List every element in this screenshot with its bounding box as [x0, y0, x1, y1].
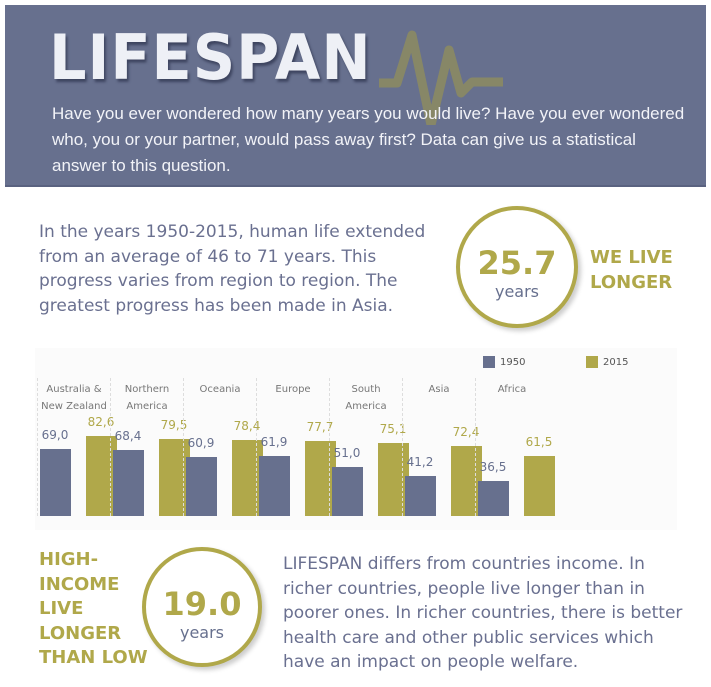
- category-label-line: South: [351, 384, 381, 395]
- bar-1950: [332, 466, 363, 516]
- bar-2015: [86, 435, 117, 516]
- we-live-longer-badge: WE LIVE LONGER: [590, 246, 673, 295]
- badge-line: LONGER: [590, 271, 673, 293]
- category-label: Asia: [403, 381, 475, 398]
- bar-2015: [305, 440, 336, 516]
- bar-2015: [378, 443, 409, 516]
- badge-line: INCOME: [39, 573, 120, 595]
- category-label-line: Australia &: [46, 384, 102, 395]
- chart-group: Asia 41,2 72,4: [402, 378, 482, 516]
- category-label-line: America: [126, 401, 168, 412]
- category-label: Australia & New Zealand: [38, 381, 110, 415]
- category-label-line: Oceania: [199, 384, 241, 395]
- stat-circle-longer: 25.7 years: [456, 206, 578, 328]
- category-label-line: Europe: [275, 384, 311, 395]
- bar-1950: [186, 456, 217, 516]
- legend-label: 1950: [500, 356, 526, 368]
- data-label: 61,9: [260, 434, 288, 449]
- badge-line: LONGER: [39, 622, 122, 644]
- page-title: LIFESPAN: [49, 21, 372, 94]
- badge-line: HIGH-: [39, 549, 99, 570]
- stat-unit: years: [494, 282, 540, 301]
- category-label: Europe: [257, 381, 329, 398]
- legend-swatch: [483, 356, 495, 368]
- category-label: Northern America: [111, 381, 183, 415]
- bar-1950: [405, 476, 436, 516]
- data-label: 77,7: [306, 419, 334, 434]
- chart-group: Africa 36,5 61,5: [475, 378, 555, 516]
- category-label: Oceania: [184, 381, 256, 398]
- bar-2015: [159, 438, 190, 516]
- bar-1950: [113, 449, 144, 516]
- bar-1950: [478, 480, 509, 516]
- data-label: 82,6: [87, 414, 115, 429]
- bar-2015: [451, 445, 482, 516]
- intro-text: Have you ever wondered how many years yo…: [52, 104, 685, 175]
- category-label-line: Africa: [497, 384, 527, 395]
- stat-unit: years: [179, 623, 225, 642]
- data-label: 61,5: [525, 435, 553, 450]
- data-label: 79,5: [160, 417, 188, 432]
- data-label: 78,4: [233, 418, 261, 433]
- legend-swatch: [586, 356, 598, 368]
- chart-group: Northern America 68,4 79,5: [110, 378, 190, 516]
- data-label: 69,0: [41, 428, 69, 443]
- chart-group: Europe 61,9 77,7: [256, 378, 336, 516]
- region-bar-chart: 1950 2015 Australia & New Zealand 69,0 82,6…: [35, 348, 677, 530]
- category-label-line: Northern: [124, 384, 170, 395]
- bar-2015: [524, 456, 555, 516]
- category-label-line: New Zealand: [41, 401, 107, 412]
- category-label-line: Asia: [428, 384, 450, 395]
- chart-group: Oceania 60,9 78,4: [183, 378, 263, 516]
- income-text: LIFESPAN differs from countries income. …: [283, 554, 683, 672]
- stat-value: 25.7: [477, 244, 557, 282]
- data-label: 41,2: [406, 455, 434, 470]
- data-label: 68,4: [114, 428, 142, 443]
- data-label: 60,9: [187, 435, 215, 450]
- data-label: 75,1: [379, 422, 407, 437]
- badge-line: THAN LOW: [39, 647, 148, 668]
- stat-value: 19.0: [162, 585, 242, 623]
- badge-line: LIVE: [39, 598, 84, 619]
- badge-line: WE LIVE: [590, 247, 673, 268]
- legend-label: 2015: [603, 356, 629, 368]
- category-label: South America: [330, 381, 402, 415]
- progress-text: In the years 1950-2015, human life exten…: [39, 222, 426, 316]
- bar-1950: [259, 455, 290, 516]
- category-label: Africa: [476, 381, 548, 398]
- data-label: 36,5: [479, 459, 507, 474]
- bar-1950: [40, 449, 71, 516]
- bar-2015: [232, 439, 263, 516]
- chart-group: Australia & New Zealand 69,0 82,6: [37, 378, 117, 516]
- heartbeat-icon: [379, 30, 503, 125]
- legend-1950: 1950: [483, 356, 525, 368]
- header-banner: LIFESPAN Have you ever wondered how many…: [5, 5, 706, 187]
- stat-circle-income: 19.0 years: [142, 547, 262, 667]
- legend-2015: 2015: [586, 356, 628, 368]
- chart-group: South America 51,0 75,1: [329, 378, 409, 516]
- category-label-line: America: [345, 401, 387, 412]
- data-label: 72,4: [452, 424, 480, 439]
- high-income-badge: HIGH- INCOME LIVE LONGER THAN LOW: [39, 548, 148, 671]
- data-label: 51,0: [333, 445, 361, 460]
